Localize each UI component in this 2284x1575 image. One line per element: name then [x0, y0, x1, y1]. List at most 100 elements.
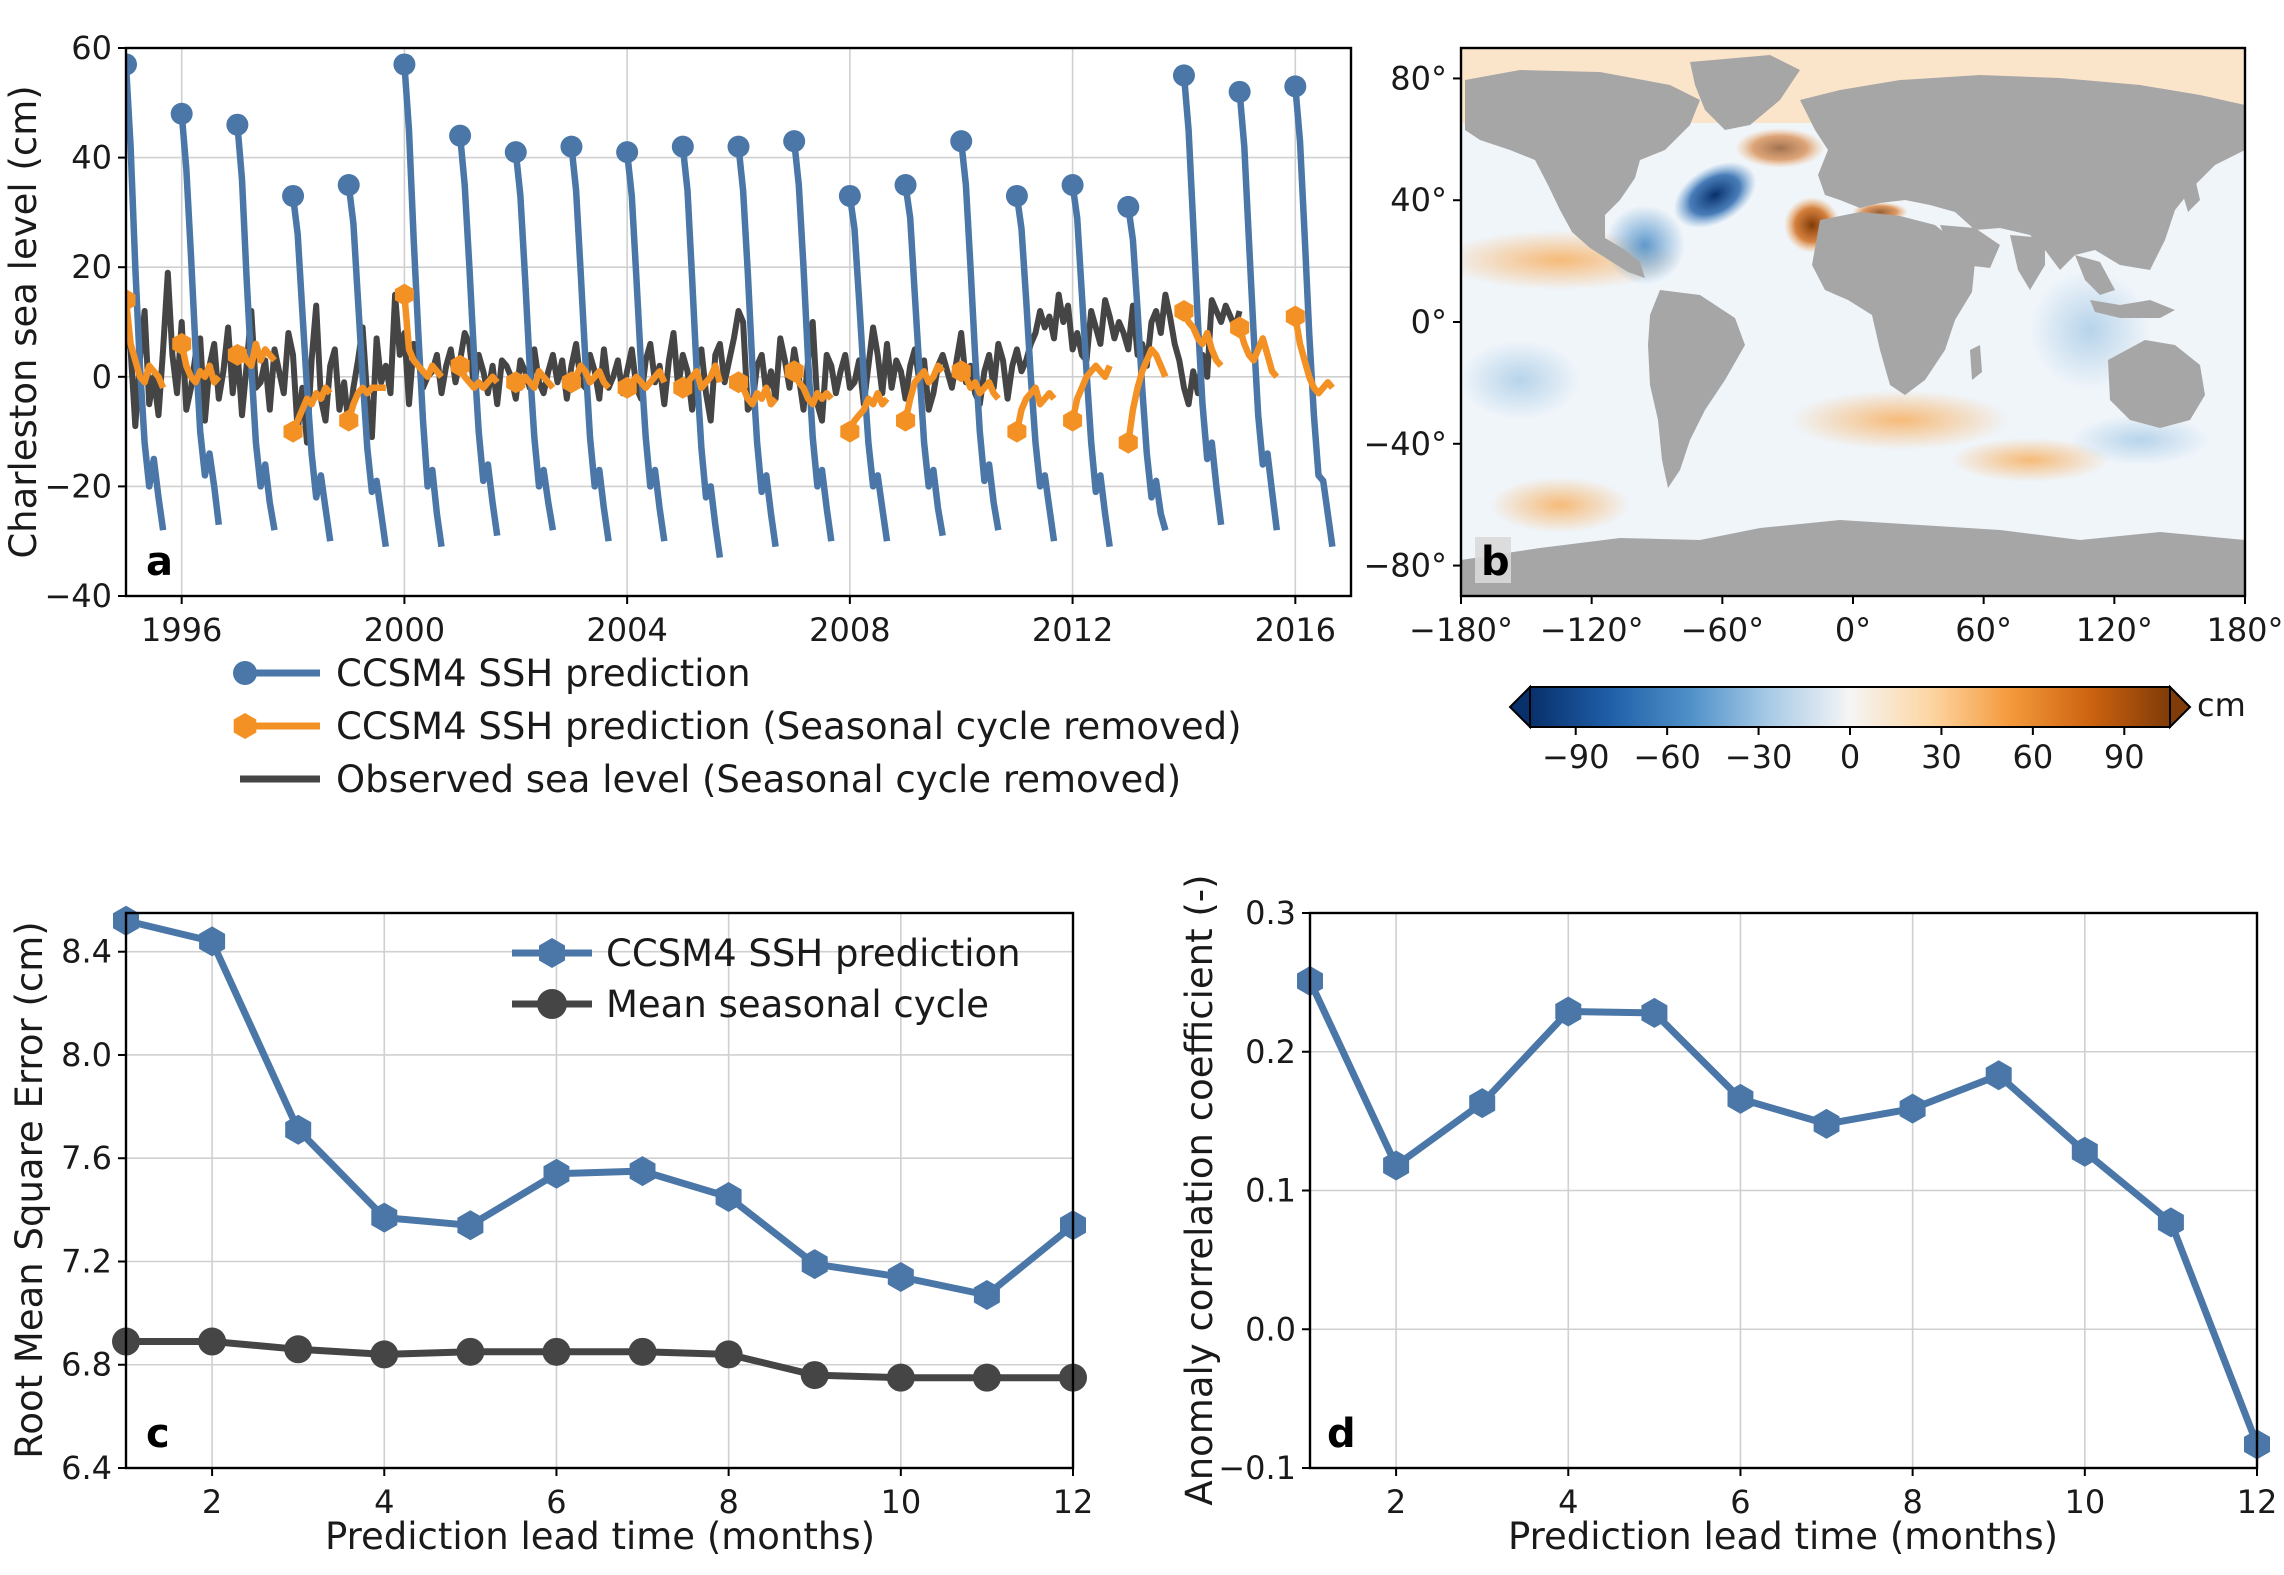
panel-d-ylabel: Anomaly correlation coefficient (-) [1178, 874, 1221, 1505]
panel-b-xtick-label: 180° [2206, 611, 2283, 649]
legend-label-ssh-prediction: CCSM4 SSH prediction [336, 652, 751, 695]
ssh-prediction-deseasoned-line [178, 343, 222, 386]
panel-d-letter: d [1327, 1411, 1356, 1457]
ssh-prediction-deseasoned-marker [450, 354, 470, 377]
ssh-prediction-deseasoned-marker [673, 376, 693, 399]
ssh-prediction-marker [282, 184, 305, 207]
ssh-prediction-line [401, 64, 445, 548]
panel-a-xtick-label: 2008 [809, 611, 890, 649]
ssh-prediction-deseasoned-line [958, 369, 1001, 401]
panel-b-letter: b [1481, 539, 1510, 585]
panel-a-sea-level-timeseries: 1996 2000 2004 2008 2012 2016 60 40 20 0 −20 −40 Ch… [2, 29, 1353, 649]
ssh-prediction-marker [783, 130, 806, 153]
ssh-prediction-marker [616, 141, 639, 164]
panel-c-ytick-label: 7.2 [61, 1242, 112, 1280]
ssh-prediction-deseasoned-marker [339, 409, 359, 432]
panel-b-xtick-label: −120° [1540, 611, 1644, 649]
panel-d-xtick-label: 12 [2237, 1483, 2278, 1521]
ssh-prediction-line [735, 146, 779, 548]
ssh-prediction-deseasoned-marker [1230, 316, 1250, 339]
panel-a-ytick-label: 20 [71, 248, 112, 286]
panel-b-letter-background [1475, 537, 1511, 583]
panel-a-xtick-label: 2012 [1032, 611, 1113, 649]
panel-a-xtick-label: 2004 [586, 611, 667, 649]
panel-a-letter: a [146, 539, 173, 585]
panel-b-ytick-label: 80° [1390, 59, 1447, 97]
panel-c-data-point [199, 926, 226, 957]
panel-c-xtick-label: 6 [546, 1483, 566, 1521]
panel-d-data-point [1469, 1088, 1496, 1119]
ssh-prediction-deseasoned-line [569, 362, 612, 390]
colorbar-tick-label: 90 [2104, 738, 2145, 776]
panel-b-ytick-label: 40° [1390, 181, 1447, 219]
panel-d-xtick-label: 4 [1558, 1483, 1578, 1521]
panel-c-data-point [886, 1363, 915, 1392]
panel-c-ytick-label: 8.0 [61, 1036, 112, 1074]
ssh-prediction-line [1236, 91, 1281, 531]
ssh-prediction-line [679, 146, 724, 559]
ssh-prediction-line [957, 140, 1002, 531]
ssh-prediction-deseasoned-line [1236, 326, 1280, 379]
panel-d-xlabel: Prediction lead time (months) [1508, 1515, 2058, 1558]
ssh-prediction-marker [1117, 195, 1140, 218]
panel-a-ytick-label: −40 [44, 577, 112, 615]
ssh-prediction-deseasoned-line [902, 362, 946, 422]
ssh-prediction-deseasoned-line [290, 384, 333, 433]
panel-a-ytick-label: 0 [92, 358, 112, 396]
north-atlantic-positive-anomaly [1735, 128, 1825, 168]
ssh-prediction-marker [838, 184, 861, 207]
panel-c-data-point [973, 1280, 1000, 1310]
panel-d-data-point [2157, 1207, 2184, 1238]
ssh-prediction-deseasoned-line [1181, 309, 1224, 368]
colorbar-tick-label: 0 [1840, 738, 1860, 776]
panel-c-data-point [543, 1158, 570, 1189]
panel-c-series-line [126, 1338, 1073, 1382]
india [2010, 235, 2045, 290]
ssh-prediction-deseasoned-line [846, 389, 890, 433]
ssh-prediction-marker [393, 53, 416, 76]
madagascar [1970, 345, 1982, 380]
ssh-prediction-deseasoned-line [401, 294, 444, 381]
ssh-prediction-marker [560, 135, 583, 158]
ssh-prediction-marker [1005, 184, 1028, 207]
ssh-prediction-line [1292, 86, 1336, 548]
ssh-prediction-deseasoned-line [457, 364, 500, 392]
panel-a-ylabel: Charleston sea level (cm) [2, 85, 45, 558]
panel-d-ytick-label: −0.1 [1218, 1449, 1296, 1487]
north-america [1465, 70, 1700, 278]
ssh-prediction-marker [1172, 64, 1195, 87]
ssh-prediction-line [512, 151, 557, 531]
ssh-prediction-deseasoned-line [1125, 346, 1169, 444]
colorbar-min-extend [1508, 684, 1531, 730]
panel-c-data-point [715, 1182, 742, 1212]
panel-d-acc: 2 4 6 8 10 12 0.3 0.2 0.1 0.0 −0.1 Anomaly correla… [1178, 874, 2277, 1558]
ssh-prediction-deseasoned-marker [394, 283, 414, 306]
ssh-prediction-line [126, 64, 167, 531]
panel-c-data-point [800, 1361, 829, 1390]
ssh-prediction-deseasoned-marker [896, 409, 916, 432]
greenland [1690, 55, 1800, 130]
panel-d-ytick-label: 0.1 [1245, 1172, 1296, 1210]
ssh-prediction-line [1180, 75, 1225, 526]
panel-b-xtick-label: 60° [1955, 611, 2012, 649]
panel-a-xtick-label: 2000 [364, 611, 445, 649]
ssh-prediction-line [1013, 195, 1058, 542]
panel-d-data-point [1813, 1108, 1840, 1139]
panel-a-frame [124, 46, 1353, 598]
panel-b-xtick-label: −180° [1409, 611, 1513, 649]
panel-c-xtick-label: 8 [718, 1483, 738, 1521]
ssh-prediction-deseasoned-line [1069, 362, 1113, 422]
colorbar-tick-label: −30 [1725, 738, 1793, 776]
panel-c-data-point [370, 1340, 399, 1369]
colorbar: −90 −60 −30 0 30 60 90 cm [1508, 684, 2246, 776]
ssh-prediction-line [846, 195, 891, 542]
panel-c-ytick-label: 8.4 [61, 933, 112, 971]
panel-c-series-line [125, 917, 1076, 1299]
antarctica [1461, 520, 2245, 596]
panel-d-xtick-label: 2 [1386, 1483, 1406, 1521]
australia [2108, 340, 2205, 428]
panel-b-ytick-label: −80° [1363, 547, 1447, 585]
panel-c-data-point [371, 1202, 398, 1233]
panel-c-ytick-label: 6.4 [61, 1449, 112, 1487]
